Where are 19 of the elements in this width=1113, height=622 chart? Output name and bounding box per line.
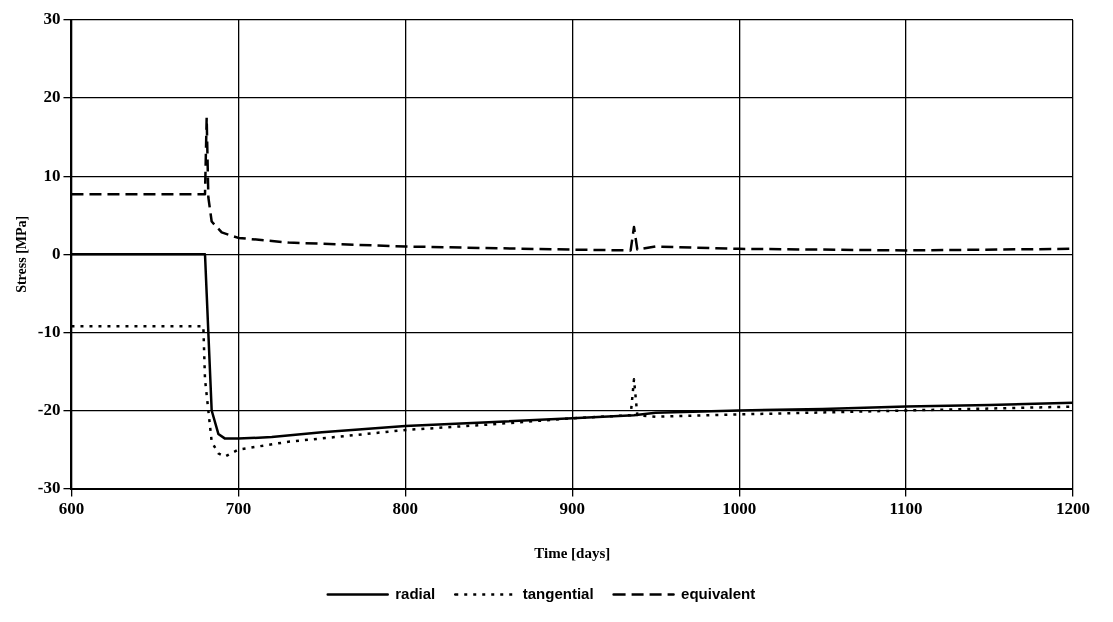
y-tick-label: -30 <box>37 477 61 497</box>
x-tick-label: 1000 <box>722 499 757 519</box>
x-tick-label: 700 <box>225 499 252 519</box>
x-tick-label: 800 <box>392 499 419 519</box>
legend-label: equivalent <box>681 584 756 602</box>
x-tick-label: 1200 <box>1056 499 1090 519</box>
x-tick-label: 900 <box>559 499 585 519</box>
y-tick-label: -10 <box>37 321 61 341</box>
legend-label: radial <box>395 584 436 602</box>
y-tick-label: 10 <box>43 165 61 185</box>
legend-label: tangential <box>522 584 594 602</box>
y-tick-label: 30 <box>43 9 61 29</box>
y-tick-label: 0 <box>51 243 61 263</box>
x-tick-label: 600 <box>58 499 85 519</box>
y-axis-title: Stress [MPa] <box>14 215 30 293</box>
y-tick-label: -20 <box>37 399 61 419</box>
x-tick-label: 1100 <box>889 499 923 519</box>
y-tick-label: 20 <box>43 87 61 107</box>
x-axis-title: Time [days] <box>534 544 611 561</box>
